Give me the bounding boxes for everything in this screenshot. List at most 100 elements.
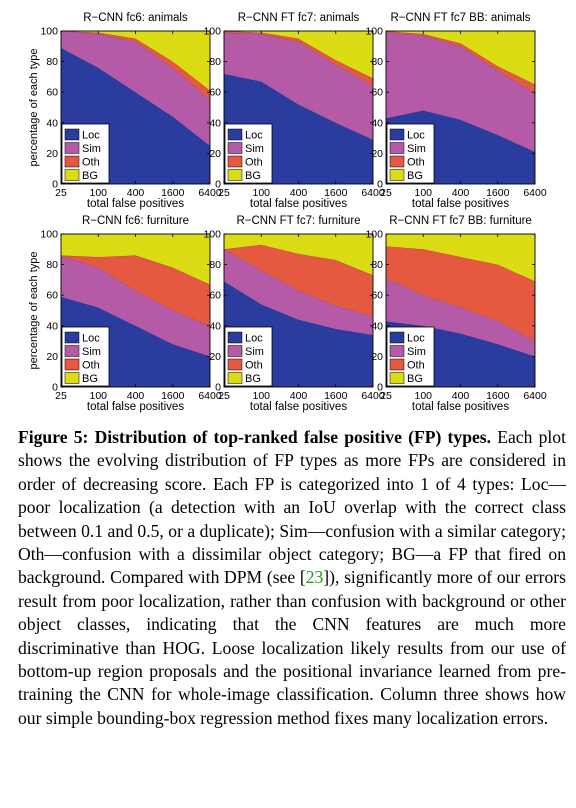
y-tick-label: 100 (203, 229, 221, 241)
legend-label-loc: Loc (82, 333, 100, 345)
legend-label-loc: Loc (407, 130, 425, 142)
x-axis-label: total false positives (87, 198, 184, 210)
y-tick-label: 20 (46, 351, 58, 363)
y-tick-label: 80 (371, 56, 383, 68)
area-sim (386, 32, 535, 152)
x-axis-label: total false positives (412, 198, 509, 210)
legend-label-oth: Oth (407, 157, 425, 169)
y-tick-label: 60 (209, 290, 221, 302)
y-tick-label: 20 (209, 148, 221, 160)
x-tick-label: 6400 (361, 187, 385, 199)
legend-label-sim: Sim (245, 143, 264, 155)
y-tick-label: 20 (371, 148, 383, 160)
chart-title: R−CNN FT fc7: furniture (236, 215, 360, 227)
y-tick-label: 40 (46, 117, 58, 129)
legend-swatch-loc (64, 128, 80, 141)
legend-swatch-oth (227, 155, 243, 168)
legend-swatch-oth (64, 358, 80, 371)
y-tick-label: 0 (215, 179, 221, 191)
x-tick-label: 25 (55, 187, 67, 199)
figure-caption: Figure 5: Distribution of top-ranked fal… (18, 426, 566, 730)
legend-swatch-sim (227, 345, 243, 357)
legend-label-bg: BG (82, 373, 98, 385)
x-tick-label: 400 (127, 187, 145, 199)
area-sim (224, 32, 373, 140)
legend-label-loc: Loc (407, 333, 425, 345)
caption-text-part2: ]), significantly more of our errors res… (18, 567, 566, 728)
y-tick-label: 60 (46, 87, 58, 99)
x-tick-label: 6400 (361, 390, 385, 402)
y-tick-label: 100 (365, 229, 383, 241)
y-axis-label: percentage of each type (28, 251, 40, 369)
y-tick-label: 100 (365, 26, 383, 38)
x-tick-label: 100 (89, 390, 107, 402)
legend-label-sim: Sim (245, 346, 264, 358)
area-oth (224, 244, 373, 317)
x-tick-label: 25 (380, 390, 392, 402)
caption-citation: 23 (305, 567, 324, 588)
chart-panel-6: 0 20 40 60 80 100 25 100 400 1600 6400 R−CNN FT fc7… (365, 215, 546, 413)
x-tick-label: 1600 (324, 390, 348, 402)
x-tick-label: 400 (127, 390, 145, 402)
area-bg (224, 31, 373, 79)
chart-title: R−CNN fc6: furniture (82, 215, 189, 227)
y-tick-label: 60 (209, 87, 221, 99)
x-tick-label: 6400 (523, 187, 547, 199)
area-oth (61, 255, 210, 326)
x-tick-label: 100 (252, 390, 270, 402)
x-tick-label: 1600 (161, 390, 185, 402)
area-sim (386, 278, 535, 357)
area-bg (61, 31, 210, 91)
legend-swatch-oth (389, 155, 405, 168)
area-bg (61, 234, 210, 285)
y-tick-label: 100 (203, 26, 221, 38)
legend-label-sim: Sim (407, 346, 426, 358)
legend-label-loc: Loc (82, 130, 100, 142)
legend-label-oth: Oth (82, 157, 100, 169)
x-tick-label: 100 (414, 187, 432, 199)
legend-swatch-bg (389, 169, 405, 181)
x-axis-label: total false positives (87, 401, 184, 413)
legend-swatch-sim (389, 142, 405, 154)
x-tick-label: 25 (380, 187, 392, 199)
y-axis-label: percentage of each type (28, 48, 40, 166)
legend-swatch-loc (64, 331, 80, 344)
legend-label-sim: Sim (82, 346, 101, 358)
chart-title: R−CNN FT fc7 BB: furniture (389, 215, 532, 227)
area-sim (61, 31, 210, 146)
x-tick-label: 1600 (324, 187, 348, 199)
y-tick-label: 100 (40, 229, 58, 241)
x-tick-label: 400 (452, 187, 470, 199)
x-tick-label: 6400 (198, 187, 222, 199)
y-tick-label: 80 (371, 259, 383, 271)
y-tick-label: 40 (46, 320, 58, 332)
area-bg (386, 31, 535, 85)
x-tick-label: 400 (290, 390, 308, 402)
y-tick-label: 80 (46, 56, 58, 68)
y-tick-label: 0 (377, 382, 383, 394)
x-tick-label: 100 (414, 390, 432, 402)
legend-swatch-bg (64, 372, 80, 384)
x-tick-label: 25 (218, 390, 230, 402)
y-tick-label: 40 (371, 320, 383, 332)
y-tick-label: 60 (46, 290, 58, 302)
legend-swatch-loc (389, 128, 405, 141)
legend-label-sim: Sim (407, 143, 426, 155)
x-tick-label: 100 (89, 187, 107, 199)
y-tick-label: 80 (209, 259, 221, 271)
x-tick-label: 25 (55, 390, 67, 402)
x-tick-label: 400 (452, 390, 470, 402)
y-tick-label: 100 (40, 26, 58, 38)
y-tick-label: 40 (209, 320, 221, 332)
legend-swatch-bg (227, 372, 243, 384)
caption-label: Figure 5: Distribution of top-ranked fal… (18, 427, 492, 447)
x-axis-label: total false positives (412, 401, 509, 413)
legend-swatch-bg (64, 169, 80, 181)
legend-label-loc: Loc (245, 333, 263, 345)
caption-text-part1: Each plot shows the evolving distributio… (18, 427, 566, 588)
